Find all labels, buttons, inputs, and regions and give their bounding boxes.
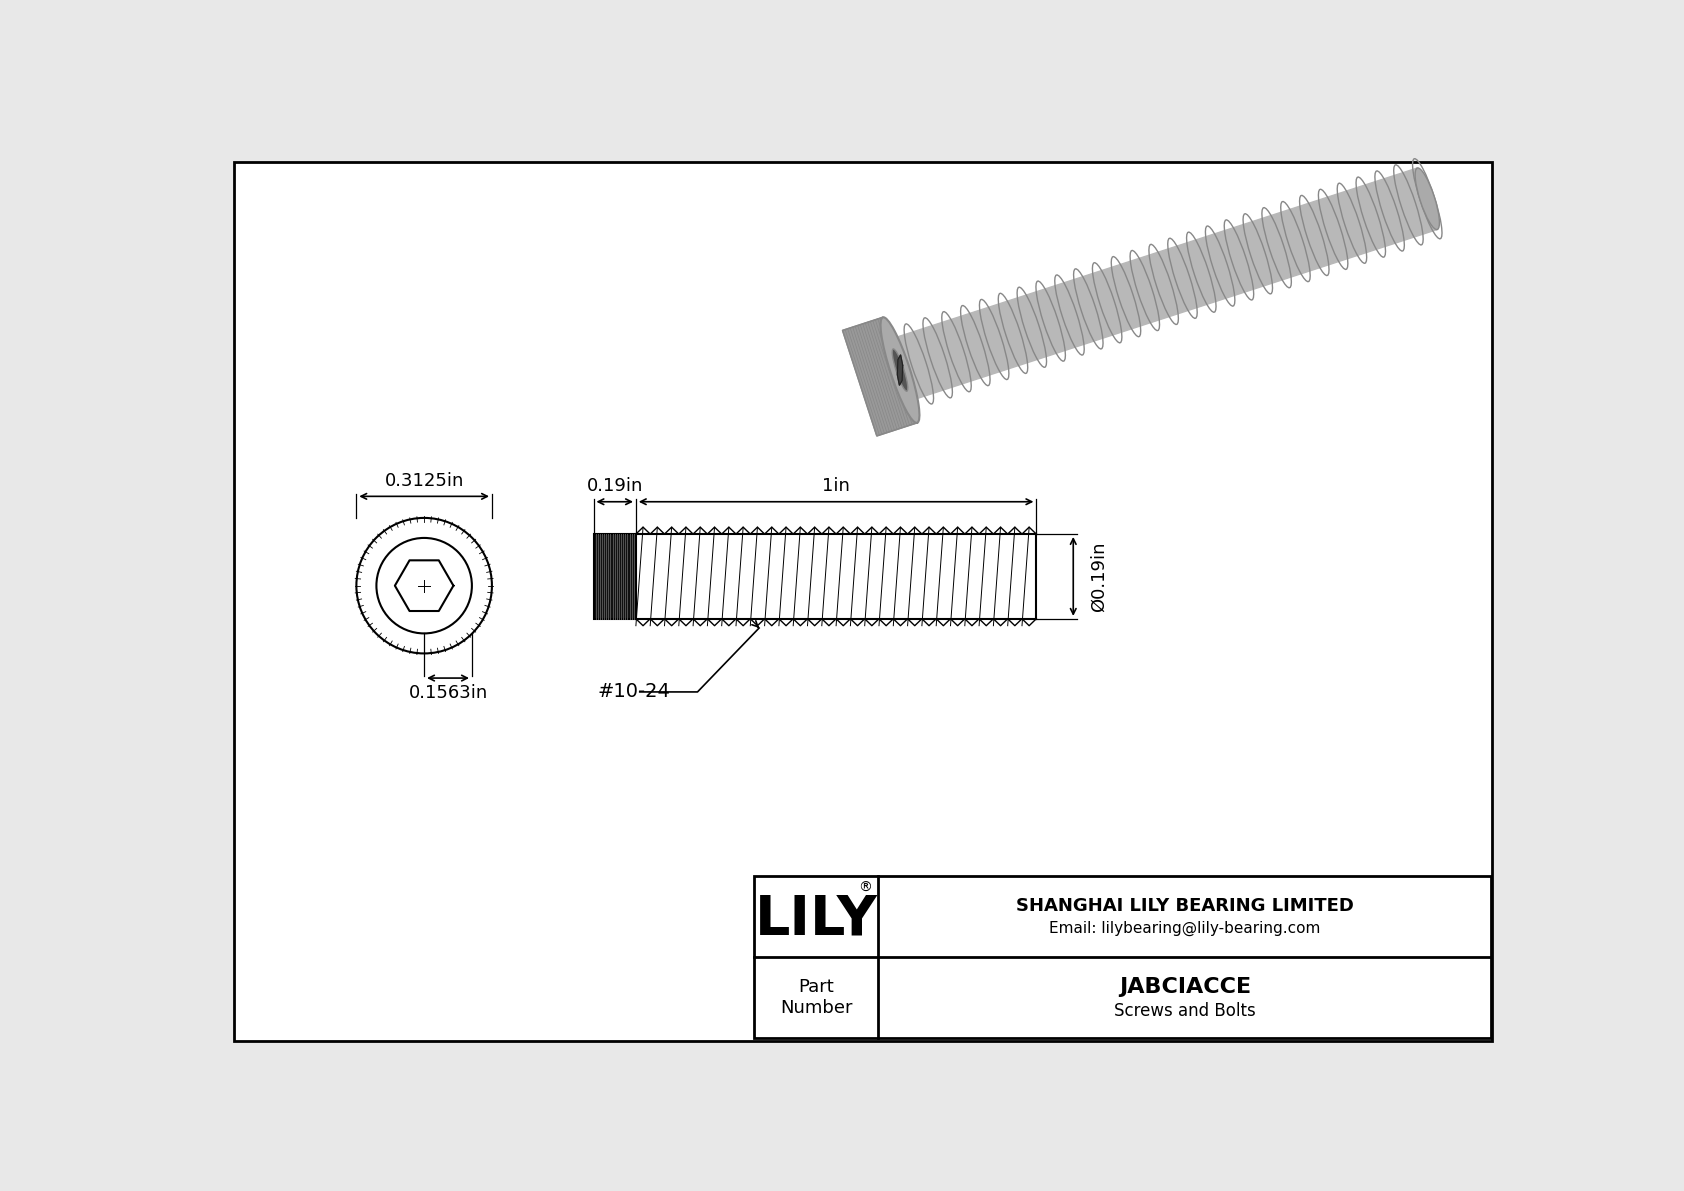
Bar: [754, 875, 1492, 1039]
Polygon shape: [842, 317, 918, 436]
Text: Email: lilybearing@lily-bearing.com: Email: lilybearing@lily-bearing.com: [1049, 922, 1320, 936]
Text: LILY: LILY: [754, 893, 877, 947]
Text: Ø0.19in: Ø0.19in: [1090, 541, 1108, 612]
Text: 0.3125in: 0.3125in: [384, 472, 463, 490]
Ellipse shape: [893, 349, 908, 391]
Polygon shape: [891, 168, 1436, 401]
Text: Part
Number: Part Number: [780, 979, 852, 1017]
Bar: [593, 534, 637, 619]
Text: JABCIACCE: JABCIACCE: [1118, 977, 1251, 997]
Ellipse shape: [1415, 168, 1440, 230]
Text: ®: ®: [857, 881, 872, 896]
Text: 1in: 1in: [822, 478, 850, 495]
Text: Screws and Bolts: Screws and Bolts: [1115, 1002, 1256, 1019]
Text: 0.19in: 0.19in: [586, 478, 643, 495]
Polygon shape: [898, 355, 903, 385]
Ellipse shape: [881, 317, 919, 423]
Text: 0.1563in: 0.1563in: [409, 685, 488, 703]
Text: #10-24: #10-24: [598, 682, 670, 701]
Text: SHANGHAI LILY BEARING LIMITED: SHANGHAI LILY BEARING LIMITED: [1015, 897, 1354, 915]
